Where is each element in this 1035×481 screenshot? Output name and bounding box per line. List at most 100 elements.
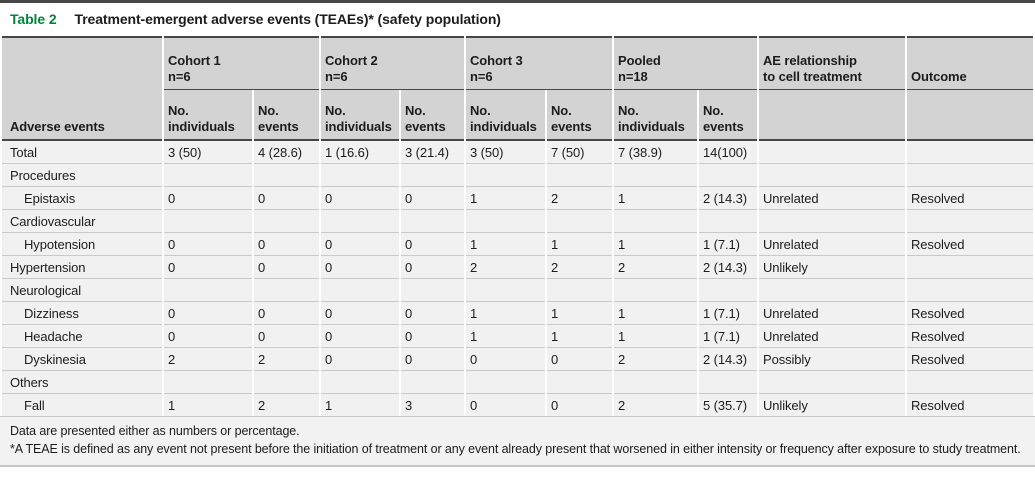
value-cell bbox=[254, 209, 319, 232]
row-label: Headache bbox=[2, 324, 162, 347]
row-label: Total bbox=[2, 141, 162, 163]
value-cell: 0 bbox=[164, 301, 252, 324]
column-header-outcome: Outcome bbox=[907, 36, 1033, 90]
table-row: Hypotension 0 0 0 0 1 1 1 1 (7.1) Unrelated Resolv… bbox=[2, 232, 1033, 255]
value-cell: 2 bbox=[547, 186, 612, 209]
outcome-cell bbox=[907, 255, 1033, 278]
value-cell: 0 bbox=[254, 324, 319, 347]
subheader-c3-events: No. events bbox=[547, 90, 612, 141]
teae-table: Adverse events Cohort 1 n=6 Cohort 2 n=6 C… bbox=[0, 36, 1035, 416]
row-label: Cardiovascular bbox=[2, 209, 162, 232]
value-cell: 1 bbox=[466, 186, 545, 209]
relationship-cell bbox=[759, 141, 905, 163]
value-cell bbox=[401, 278, 464, 301]
value-cell: 1 bbox=[614, 232, 697, 255]
column-header-cohort-3: Cohort 3 n=6 bbox=[466, 36, 612, 90]
relationship-cell: Unlikely bbox=[759, 393, 905, 416]
subheader-pooled-individuals: No. individuals bbox=[614, 90, 697, 141]
row-label: Neurological bbox=[2, 278, 162, 301]
value-cell: 2 bbox=[254, 393, 319, 416]
value-cell: 0 bbox=[547, 393, 612, 416]
value-cell bbox=[614, 163, 697, 186]
value-cell: 5 (35.7) bbox=[699, 393, 757, 416]
value-cell: 1 bbox=[466, 324, 545, 347]
cohort-3-n: n=6 bbox=[470, 69, 493, 85]
outcome-cell bbox=[907, 163, 1033, 186]
value-cell: 0 bbox=[401, 347, 464, 370]
subheader-outcome-spacer bbox=[907, 90, 1033, 141]
value-cell: 1 bbox=[547, 301, 612, 324]
relationship-cell bbox=[759, 278, 905, 301]
value-cell: 2 bbox=[614, 255, 697, 278]
cohort-1-name: Cohort 1 bbox=[168, 53, 221, 69]
value-cell: 1 bbox=[547, 232, 612, 255]
outcome-cell: Resolved bbox=[907, 186, 1033, 209]
category-row: Cardiovascular bbox=[2, 209, 1033, 232]
value-cell: 1 bbox=[547, 324, 612, 347]
value-cell: 3 (50) bbox=[164, 141, 252, 163]
relationship-cell: Unrelated bbox=[759, 301, 905, 324]
value-cell bbox=[614, 370, 697, 393]
value-cell bbox=[466, 163, 545, 186]
row-label: Epistaxis bbox=[2, 186, 162, 209]
value-cell bbox=[321, 163, 399, 186]
relationship-cell: Unrelated bbox=[759, 232, 905, 255]
value-cell bbox=[321, 209, 399, 232]
value-cell: 2 bbox=[614, 393, 697, 416]
table-row: Dyskinesia 2 2 0 0 0 0 2 2 (14.3) Possibly Resolve… bbox=[2, 347, 1033, 370]
column-header-pooled: Pooled n=18 bbox=[614, 36, 757, 90]
value-cell: 0 bbox=[401, 232, 464, 255]
value-cell bbox=[614, 278, 697, 301]
top-rule bbox=[0, 0, 1035, 3]
value-cell bbox=[699, 163, 757, 186]
value-cell bbox=[164, 278, 252, 301]
column-header-cohort-2: Cohort 2 n=6 bbox=[321, 36, 464, 90]
header-group-row: Adverse events Cohort 1 n=6 Cohort 2 n=6 C… bbox=[2, 36, 1033, 141]
value-cell: 0 bbox=[466, 393, 545, 416]
value-cell: 1 bbox=[321, 393, 399, 416]
footnote-data-presentation: Data are presented either as numbers or … bbox=[10, 424, 300, 438]
relationship-cell bbox=[759, 209, 905, 232]
value-cell: 0 bbox=[164, 324, 252, 347]
footnote-teae-definition: *A TEAE is defined as any event not pres… bbox=[10, 442, 1021, 457]
value-cell bbox=[547, 370, 612, 393]
value-cell: 14(100) bbox=[699, 141, 757, 163]
value-cell: 2 bbox=[254, 347, 319, 370]
value-cell: 0 bbox=[321, 255, 399, 278]
value-cell: 3 (50) bbox=[466, 141, 545, 163]
value-cell bbox=[254, 370, 319, 393]
value-cell: 0 bbox=[321, 324, 399, 347]
table-title: Treatment-emergent adverse events (TEAEs… bbox=[74, 11, 501, 27]
value-cell bbox=[614, 209, 697, 232]
outcome-cell bbox=[907, 278, 1033, 301]
table-row: Dizziness 0 0 0 0 1 1 1 1 (7.1) Unrelated Resolved bbox=[2, 301, 1033, 324]
outcome-cell bbox=[907, 141, 1033, 163]
value-cell bbox=[401, 370, 464, 393]
outcome-cell bbox=[907, 370, 1033, 393]
category-row: Neurological bbox=[2, 278, 1033, 301]
value-cell: 0 bbox=[401, 186, 464, 209]
value-cell bbox=[699, 209, 757, 232]
value-cell: 1 bbox=[614, 301, 697, 324]
subheader-ae-relationship-spacer bbox=[759, 90, 905, 141]
cohort-3-name: Cohort 3 bbox=[470, 53, 523, 69]
relationship-cell: Unrelated bbox=[759, 186, 905, 209]
value-cell: 2 (14.3) bbox=[699, 255, 757, 278]
value-cell bbox=[254, 278, 319, 301]
value-cell: 1 bbox=[164, 393, 252, 416]
value-cell: 1 bbox=[614, 324, 697, 347]
value-cell: 0 bbox=[321, 347, 399, 370]
value-cell bbox=[321, 278, 399, 301]
value-cell bbox=[164, 209, 252, 232]
relationship-cell: Possibly bbox=[759, 347, 905, 370]
value-cell: 0 bbox=[547, 347, 612, 370]
row-label: Dizziness bbox=[2, 301, 162, 324]
value-cell bbox=[547, 278, 612, 301]
relationship-cell bbox=[759, 370, 905, 393]
value-cell: 2 bbox=[466, 255, 545, 278]
value-cell bbox=[547, 163, 612, 186]
subheader-c2-events: No. events bbox=[401, 90, 464, 141]
value-cell: 0 bbox=[321, 232, 399, 255]
value-cell: 0 bbox=[321, 301, 399, 324]
